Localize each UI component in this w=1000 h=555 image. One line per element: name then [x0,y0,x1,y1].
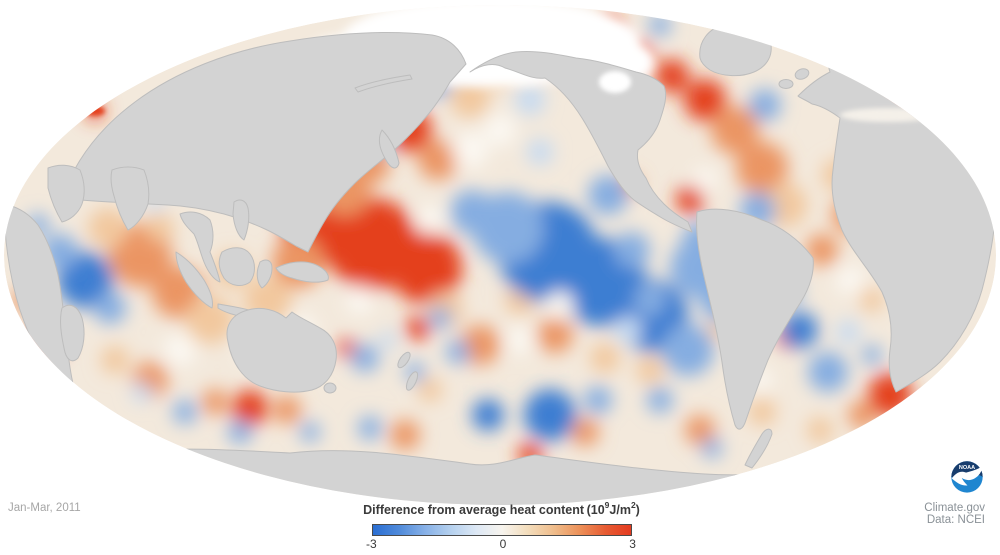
date-label: Jan-Mar, 2011 [8,502,81,514]
land-aleutians [354,74,413,93]
colorbar-title-text: Difference from average heat content [363,503,585,518]
land-iceland [778,79,794,89]
land-philippines [232,199,250,241]
land-japan [378,129,400,169]
land-greenland [699,22,772,77]
land-sulawesi [256,259,273,289]
tick-max: 3 [629,537,636,551]
land-borneo [218,247,255,286]
land-south-america [696,208,814,430]
colorbar-title: Difference from average heat content (10… [335,500,668,518]
land-new-zealand-south [405,371,419,391]
climate-gov-text: Climate.gov [924,502,985,514]
noaa-bird-icon [951,466,983,486]
data-source-text: Data: NCEI [926,513,985,526]
land-indochina [179,211,221,283]
land-antarctic-peninsula [744,428,773,469]
land-arabia [47,164,85,223]
land-new-zealand-north [397,351,411,369]
land-sumatra [175,251,213,309]
noaa-logo-text: NOAA [959,465,975,471]
land-india [110,166,150,231]
attribution: Climate.gov Data: NCEI [924,502,985,526]
land-new-guinea [275,261,329,283]
noaa-logo: NOAA [951,461,983,493]
land-britain [794,68,810,80]
colorbar-unit: (109J/m2) [586,500,640,518]
colorbar-gradient [372,524,632,536]
tick-zero: 0 [499,537,507,551]
tick-min: -3 [366,537,377,551]
land-tasmania [323,382,337,394]
colorbar-ticks: -3 0 3 [366,537,636,551]
land-australia [226,307,337,393]
land-madagascar [60,304,85,362]
land-north-america [469,51,693,233]
